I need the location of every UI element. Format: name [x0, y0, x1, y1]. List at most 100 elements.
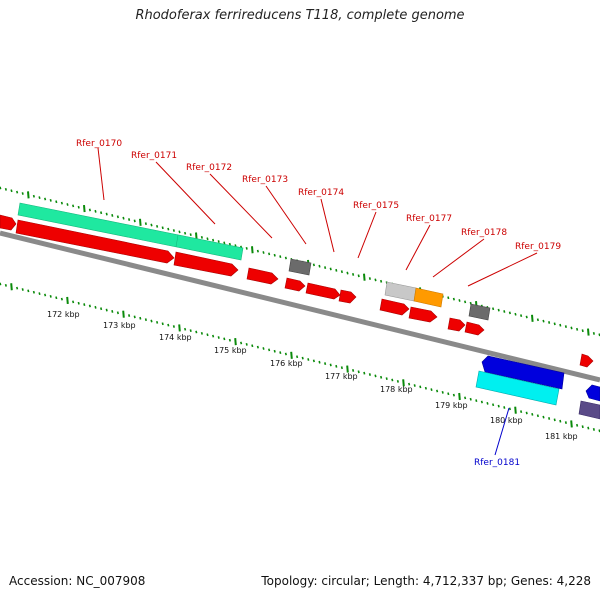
cds-arrow-rfer-0179b[interactable]	[464, 321, 485, 336]
outer-scale-tick	[77, 205, 80, 209]
inner-scale-tick	[44, 293, 47, 297]
gene-label-rfer-0171[interactable]: Rfer_0171	[131, 151, 177, 161]
outer-scale-tick	[189, 233, 192, 237]
cds-arrow-right-edge[interactable]	[579, 353, 594, 368]
cds-arrow-rfer-0177[interactable]	[379, 298, 410, 316]
cds-arrow-rfer-0179a[interactable]	[447, 317, 466, 332]
gene-label-rfer-0175[interactable]: Rfer_0175	[353, 201, 399, 211]
inner-scale-tick	[223, 337, 226, 341]
outer-scale-tick	[111, 214, 114, 217]
cds-arrow-rfer-0170[interactable]	[15, 219, 175, 264]
inner-scale-tick	[60, 297, 63, 301]
outer-scale-tick	[447, 296, 450, 300]
inner-scale-tick	[464, 396, 467, 400]
cds-arrow-left-edge[interactable]	[0, 214, 17, 231]
inner-scale-tick	[363, 371, 366, 375]
inner-scale-tick	[475, 399, 478, 403]
inner-scale-tick	[548, 417, 551, 420]
inner-scale-tick	[503, 406, 506, 409]
gene-label-rfer-0179[interactable]: Rfer_0179	[515, 242, 561, 252]
inner-scale-tick	[10, 283, 13, 291]
outer-scale-tick	[49, 198, 52, 202]
inner-scale-tick	[251, 344, 254, 348]
outer-scale-tick	[531, 314, 534, 322]
outer-scale-tick	[172, 229, 175, 232]
pseudo-feature-rfer-0179[interactable]	[468, 303, 491, 321]
inner-scale-tick	[531, 412, 534, 416]
inner-scale-tick	[486, 401, 489, 405]
inner-scale-tick	[49, 294, 52, 298]
gene-label-rfer-0181[interactable]: Rfer_0181	[474, 458, 520, 468]
misc-feature-rfer-0181[interactable]	[475, 370, 560, 406]
kbp-label: 175 kbp	[214, 346, 247, 355]
gene-label-rfer-0172[interactable]: Rfer_0172	[186, 163, 232, 173]
inner-scale-tick	[189, 329, 192, 333]
inner-scale-tick	[419, 385, 422, 389]
kbp-label-group: 172 kbp 173 kbp 174 kbp 175 kbp 176 kbp …	[47, 310, 578, 441]
cds-arrow-rfer-0176[interactable]	[338, 289, 357, 304]
outer-scale-tick	[167, 227, 170, 231]
cds-arrow-rfer-0174[interactable]	[284, 277, 306, 292]
inner-scale-tick	[240, 341, 243, 345]
cds-arrow-rfer-0171[interactable]	[173, 251, 239, 277]
inner-scale-tick	[133, 315, 136, 319]
gene-label-rfer-0174[interactable]: Rfer_0174	[298, 188, 344, 198]
outer-scale-tick	[139, 218, 142, 226]
outer-scale-tick	[492, 307, 495, 311]
inner-scale-tick	[77, 301, 80, 305]
pseudo-feature-reverse[interactable]	[578, 400, 600, 420]
inner-scale-tick	[161, 322, 164, 326]
outer-scale-tick	[27, 191, 30, 199]
inner-scale-tick	[206, 333, 209, 337]
gene-label-rfer-0178[interactable]: Rfer_0178	[461, 228, 507, 238]
outer-scale-tick	[228, 242, 231, 246]
inner-scale-tick	[195, 330, 198, 334]
callout-line-rfer-0177	[405, 224, 431, 271]
pseudo-feature-rfer-0173[interactable]	[288, 258, 312, 276]
inner-scale-tick	[256, 345, 259, 349]
kbp-label: 174 kbp	[159, 333, 192, 342]
inner-scale-tick	[514, 406, 517, 414]
map-title: Rhodoferax ferrireducens T118, complete …	[135, 8, 465, 23]
trna-feature-orange[interactable]	[413, 287, 444, 308]
inner-scale-tick	[340, 366, 343, 370]
inner-scale-tick	[441, 390, 444, 394]
outer-scale-tick	[368, 277, 371, 280]
kbp-label: 178 kbp	[380, 385, 413, 394]
genome-summary-text: Topology: circular; Length: 4,712,337 bp…	[261, 574, 591, 588]
inner-scale-tick	[430, 388, 433, 392]
inner-tick-ring	[0, 282, 600, 433]
outer-scale-tick	[464, 300, 467, 304]
misc-feature-gray[interactable]	[384, 281, 417, 302]
outer-scale-tick	[508, 311, 511, 315]
inner-scale-tick	[452, 393, 455, 397]
inner-scale-tick	[312, 359, 315, 363]
gene-label-rfer-0170[interactable]: Rfer_0170	[76, 139, 122, 149]
inner-scale-tick	[469, 397, 472, 401]
inner-scale-tick	[329, 363, 332, 367]
outer-scale-tick	[251, 246, 254, 254]
outer-scale-tick	[324, 266, 327, 269]
callout-line-rfer-0174	[320, 198, 335, 253]
cds-arrow-rfer-0172[interactable]	[246, 267, 279, 285]
inner-scale-tick	[380, 375, 383, 379]
outer-scale-tick	[273, 253, 276, 257]
inner-scale-tick	[32, 290, 35, 294]
callout-line-rfer-0181	[494, 407, 510, 456]
cds-arrow-reverse-1[interactable]	[481, 355, 565, 390]
inner-scale-tick	[559, 419, 562, 423]
gene-label-rfer-0173[interactable]: Rfer_0173	[242, 175, 288, 185]
outer-scale-tick	[268, 252, 271, 256]
gene-label-rfer-0177[interactable]: Rfer_0177	[406, 214, 452, 224]
cds-arrow-reverse-2[interactable]	[585, 384, 600, 402]
outer-scale-tick	[122, 216, 125, 220]
cds-arrow-rfer-0178[interactable]	[408, 306, 438, 323]
inner-scale-tick	[178, 324, 181, 332]
cds-arrow-rfer-0175[interactable]	[305, 282, 341, 300]
rrna-feature-upper[interactable]	[17, 202, 244, 261]
outer-scale-tick	[346, 271, 349, 275]
inner-scale-tick	[436, 389, 439, 393]
gene-callout-group: Rfer_0170 Rfer_0171 Rfer_0172 Rfer_0173 …	[76, 139, 561, 468]
accession-text: Accession: NC_007908	[9, 574, 146, 588]
inner-scale-tick	[122, 310, 125, 318]
